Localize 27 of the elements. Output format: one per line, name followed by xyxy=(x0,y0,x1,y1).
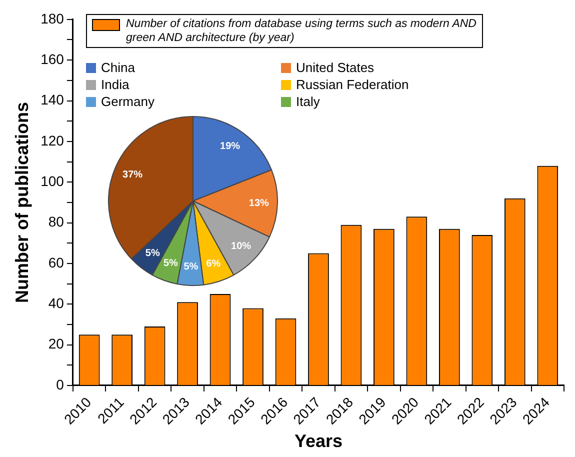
y-tick-label: 20 xyxy=(48,336,64,352)
y-tick-label: 0 xyxy=(56,376,64,392)
y-tick-label: 40 xyxy=(48,295,64,311)
data-label: 5% xyxy=(184,262,198,273)
y-tick-label: 160 xyxy=(40,50,64,67)
legend-label: Number of citations from database using terms such as modern AND green AND architecture (by year) xyxy=(126,17,477,45)
y-tick-label: 60 xyxy=(48,254,64,270)
legend-label: United States xyxy=(296,60,374,75)
y-tick-label: 80 xyxy=(48,214,64,230)
data-label: 5% xyxy=(145,248,160,259)
data-label: 13% xyxy=(248,198,269,209)
data-label: 6% xyxy=(206,258,221,270)
data-label: 5% xyxy=(163,258,178,269)
y-tick-label: 100 xyxy=(40,172,64,189)
legend-label: China xyxy=(101,60,135,75)
y-tick-label: 180 xyxy=(40,10,64,26)
legend-label: India xyxy=(101,77,130,92)
legend-label: Italy xyxy=(296,94,320,109)
data-label: 10% xyxy=(231,240,252,252)
legend-label: Germany xyxy=(101,94,154,109)
y-tick-label: 120 xyxy=(40,132,64,148)
x-axis-title: Years xyxy=(294,431,343,452)
y-tick-label: 140 xyxy=(40,92,64,108)
data-label: 19% xyxy=(220,141,240,152)
y-axis-title: Number of publications xyxy=(12,102,32,303)
data-label: 37% xyxy=(122,170,143,181)
legend-label: Russian Federation xyxy=(296,77,409,92)
